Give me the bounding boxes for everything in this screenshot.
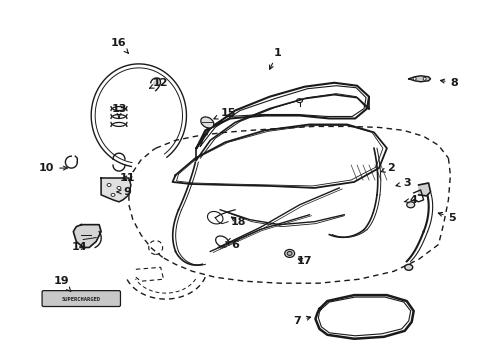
Text: 17: 17	[296, 256, 312, 266]
Text: 12: 12	[149, 78, 168, 88]
Polygon shape	[153, 78, 160, 85]
Text: 13: 13	[111, 104, 126, 117]
Text: 8: 8	[440, 78, 457, 88]
Ellipse shape	[422, 77, 425, 80]
Text: 7: 7	[293, 316, 310, 326]
Ellipse shape	[284, 249, 294, 257]
Text: 14: 14	[71, 243, 87, 252]
Text: 10: 10	[39, 163, 67, 173]
Text: 11: 11	[120, 173, 135, 183]
Ellipse shape	[111, 193, 115, 196]
Ellipse shape	[412, 77, 415, 80]
FancyBboxPatch shape	[42, 291, 120, 306]
Text: 3: 3	[395, 178, 410, 188]
Text: 18: 18	[230, 217, 245, 227]
Polygon shape	[418, 183, 429, 196]
Text: 4: 4	[404, 195, 417, 205]
Ellipse shape	[286, 251, 291, 255]
Text: 16: 16	[111, 38, 128, 53]
Ellipse shape	[117, 186, 121, 189]
Polygon shape	[73, 225, 101, 247]
Text: 15: 15	[214, 108, 235, 119]
Text: 1: 1	[269, 48, 281, 69]
Polygon shape	[101, 178, 131, 202]
Ellipse shape	[404, 264, 412, 270]
Ellipse shape	[107, 184, 111, 186]
Ellipse shape	[406, 202, 414, 208]
Text: 2: 2	[380, 163, 394, 173]
Text: SUPERCHARGED: SUPERCHARGED	[61, 297, 101, 302]
Ellipse shape	[201, 117, 213, 128]
Text: 9: 9	[117, 187, 131, 197]
Polygon shape	[408, 76, 429, 82]
Text: 19: 19	[54, 276, 71, 291]
Text: 6: 6	[225, 240, 239, 251]
Text: 5: 5	[437, 212, 455, 223]
